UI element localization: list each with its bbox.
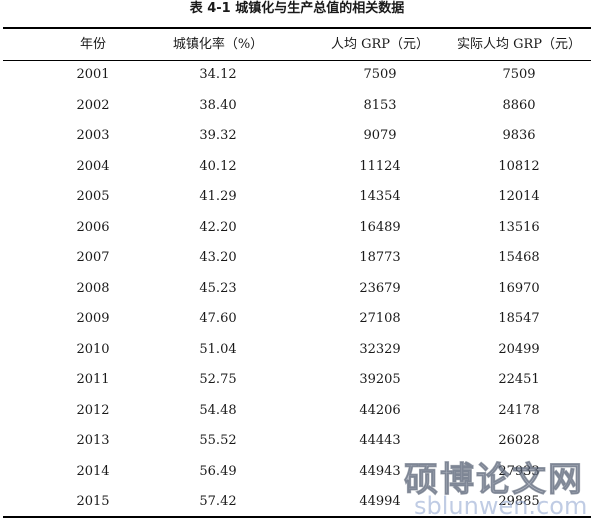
cell-year: 2009 [76, 311, 110, 326]
cell-real-per-capita-grp: 7509 [502, 67, 536, 82]
cell-real-per-capita-grp: 9836 [502, 128, 536, 143]
cell-per-capita-grp: 7509 [363, 67, 397, 82]
table-row: 2014 56.49 44943 27933 [3, 457, 591, 488]
cell-per-capita-grp: 23679 [359, 280, 401, 296]
table-caption: 表 4-1 城镇化与生产总值的相关数据 [189, 1, 405, 16]
cell-real-per-capita-grp: 29885 [498, 494, 540, 509]
cell-real-per-capita-grp: 20499 [498, 341, 540, 357]
cell-per-capita-grp: 44206 [359, 402, 401, 418]
cell-year: 2011 [76, 372, 110, 387]
cell-real-per-capita-grp: 22451 [498, 372, 540, 387]
cell-real-per-capita-grp: 12014 [498, 189, 540, 204]
table-row: 2007 43.20 18773 15468 [3, 243, 591, 274]
cell-urbanization-rate: 54.48 [199, 402, 237, 418]
cell-year: 2002 [76, 97, 110, 113]
cell-real-per-capita-grp: 10812 [498, 158, 540, 174]
cell-real-per-capita-grp: 13516 [498, 219, 540, 235]
table-row: 2006 42.20 16489 13516 [3, 213, 591, 244]
cell-urbanization-rate: 51.04 [199, 341, 237, 357]
table-top-rule [3, 27, 591, 29]
table-row: 2012 54.48 44206 24178 [3, 396, 591, 427]
cell-year: 2013 [76, 433, 110, 448]
cell-urbanization-rate: 40.12 [199, 158, 237, 174]
table-bottom-rule [3, 516, 591, 518]
cell-real-per-capita-grp: 18547 [498, 311, 540, 326]
cell-per-capita-grp: 14354 [359, 189, 401, 204]
table-row: 2013 55.52 44443 26028 [3, 426, 591, 457]
cell-urbanization-rate: 57.42 [199, 494, 237, 509]
cell-real-per-capita-grp: 8860 [502, 97, 536, 113]
cell-per-capita-grp: 16489 [359, 219, 401, 235]
table-header-row: 年份 城镇化率（%） 人均 GRP（元） 实际人均 GRP（元） [3, 30, 591, 60]
cell-urbanization-rate: 52.75 [199, 372, 237, 387]
cell-per-capita-grp: 44443 [359, 433, 401, 448]
cell-per-capita-grp: 44994 [359, 494, 401, 509]
cell-per-capita-grp: 8153 [363, 97, 397, 113]
cell-urbanization-rate: 43.20 [199, 250, 237, 265]
cell-urbanization-rate: 42.20 [199, 219, 237, 235]
cell-urbanization-rate: 45.23 [199, 280, 237, 296]
cell-per-capita-grp: 32329 [359, 341, 401, 357]
cell-urbanization-rate: 55.52 [199, 433, 237, 448]
cell-real-per-capita-grp: 26028 [498, 433, 540, 448]
cell-urbanization-rate: 39.32 [199, 128, 237, 143]
header-year: 年份 [79, 37, 106, 52]
table-row: 2011 52.75 39205 22451 [3, 365, 591, 396]
table-row: 2001 34.12 7509 7509 [3, 60, 591, 91]
table-row: 2003 39.32 9079 9836 [3, 121, 591, 152]
header-urbanization-rate: 城镇化率（%） [172, 37, 264, 52]
table-row: 2002 38.40 8153 8860 [3, 91, 591, 122]
header-real-per-capita-grp: 实际人均 GRP（元） [456, 37, 582, 52]
table-row: 2005 41.29 14354 12014 [3, 182, 591, 213]
cell-year: 2004 [76, 158, 110, 174]
cell-per-capita-grp: 11124 [359, 158, 401, 174]
table-row: 2004 40.12 11124 10812 [3, 152, 591, 183]
cell-year: 2006 [76, 219, 110, 235]
cell-per-capita-grp: 9079 [363, 128, 397, 143]
cell-urbanization-rate: 41.29 [199, 189, 237, 204]
table-header-rule [3, 60, 591, 61]
cell-year: 2010 [76, 341, 110, 357]
cell-urbanization-rate: 34.12 [199, 67, 237, 82]
cell-real-per-capita-grp: 24178 [498, 402, 540, 418]
table-row: 2009 47.60 27108 18547 [3, 304, 591, 335]
cell-year: 2003 [76, 128, 110, 143]
cell-urbanization-rate: 56.49 [199, 463, 237, 479]
cell-per-capita-grp: 44943 [359, 463, 401, 479]
header-per-capita-grp: 人均 GRP（元） [330, 37, 430, 52]
cell-year: 2012 [76, 402, 110, 418]
cell-real-per-capita-grp: 15468 [498, 250, 540, 265]
cell-urbanization-rate: 47.60 [199, 311, 237, 326]
cell-per-capita-grp: 39205 [359, 372, 401, 387]
cell-per-capita-grp: 18773 [359, 250, 401, 265]
cell-real-per-capita-grp: 27933 [498, 463, 540, 479]
table-row: 2008 45.23 23679 16970 [3, 274, 591, 305]
table-row: 2015 57.42 44994 29885 [3, 487, 591, 518]
cell-per-capita-grp: 27108 [359, 311, 401, 326]
cell-year: 2005 [76, 189, 110, 204]
cell-year: 2008 [76, 280, 110, 296]
cell-real-per-capita-grp: 16970 [498, 280, 540, 296]
cell-year: 2001 [76, 67, 110, 82]
cell-year: 2014 [76, 463, 110, 479]
cell-year: 2007 [76, 250, 110, 265]
cell-year: 2015 [76, 494, 110, 509]
table-row: 2010 51.04 32329 20499 [3, 335, 591, 366]
cell-urbanization-rate: 38.40 [199, 97, 237, 113]
